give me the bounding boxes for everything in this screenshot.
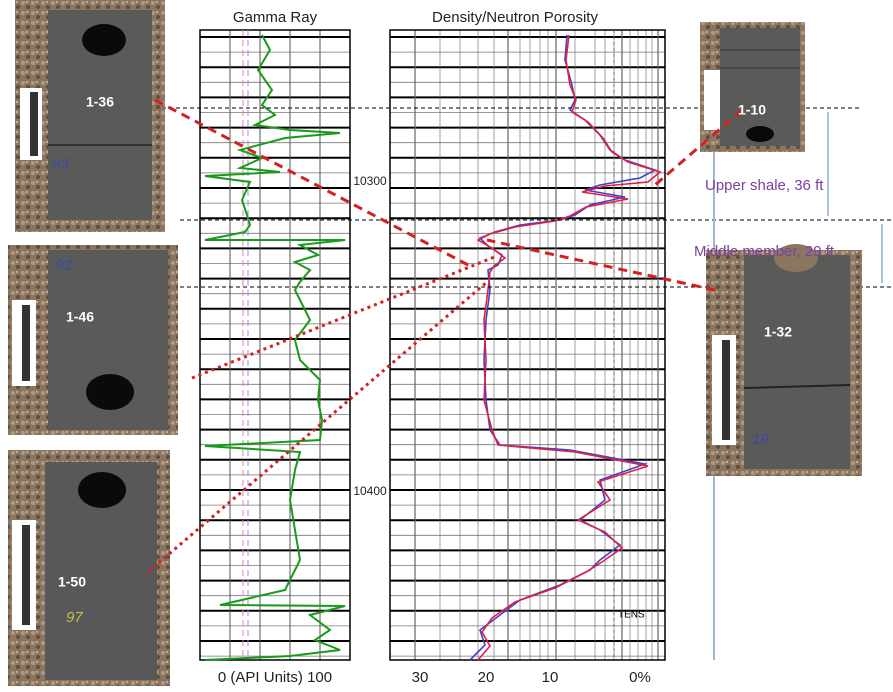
core-label: 1-50 xyxy=(58,574,86,590)
interval-label: Upper shale, 36 ft xyxy=(705,177,824,194)
core-label: 1-46 xyxy=(66,309,94,325)
core-1-36 xyxy=(15,0,165,232)
density-curve xyxy=(478,35,660,660)
neutron-curve xyxy=(470,35,655,660)
core-1-46 xyxy=(8,245,178,435)
track-title: Density/Neutron Porosity xyxy=(432,9,598,26)
core-1-32 xyxy=(706,244,862,476)
scale-label: 30 xyxy=(412,669,429,686)
interval-label: Middle member, 29 ft xyxy=(694,243,835,260)
core-label: 1-10 xyxy=(738,102,766,118)
core-note: 97 xyxy=(66,609,83,626)
track-title: Gamma Ray xyxy=(233,9,318,26)
core-note: 93 xyxy=(55,257,72,274)
curve-label: TENS xyxy=(618,610,645,621)
core-1-50 xyxy=(8,450,170,686)
scale-label: 10 xyxy=(542,669,559,686)
scale-label: 0 (API Units) 100 xyxy=(218,669,332,686)
scale-label: 0% xyxy=(629,669,651,686)
core-label: 1-36 xyxy=(86,94,114,110)
scale-label: 20 xyxy=(478,669,495,686)
gamma-curve xyxy=(205,35,345,660)
depth-label: 10300 xyxy=(353,174,387,188)
figure: Gamma Ray Density/Neutron Porosity 0 (AP… xyxy=(0,0,893,692)
core-note: 93 xyxy=(52,156,69,173)
depth-label: 10400 xyxy=(353,484,387,498)
core-label: 1-32 xyxy=(764,324,792,340)
core-note: 19 xyxy=(752,431,769,448)
